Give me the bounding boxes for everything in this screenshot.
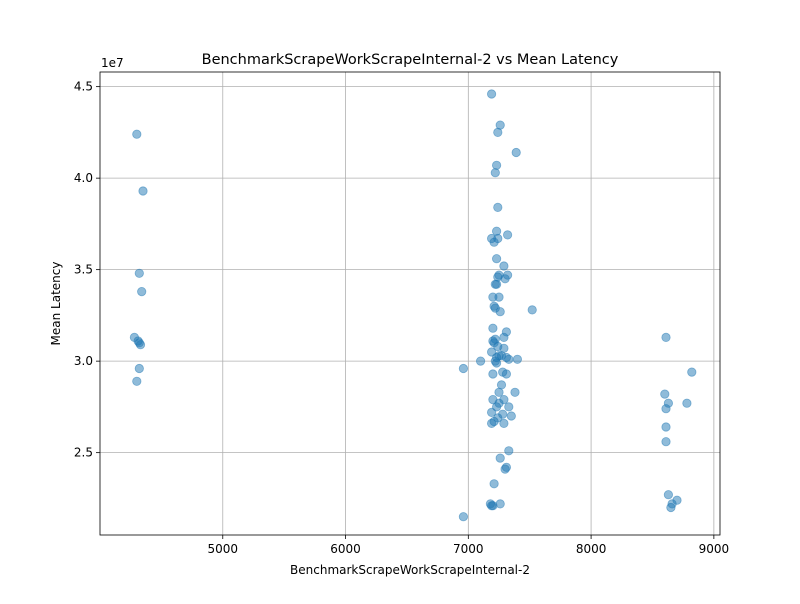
y-tick-label: 3.0	[74, 354, 93, 368]
x-axis-label: BenchmarkScrapeWorkScrapeInternal-2	[290, 563, 530, 577]
y-tick-label: 4.5	[74, 80, 93, 94]
data-point	[491, 160, 502, 170]
data-point	[504, 354, 514, 364]
data-point	[661, 332, 671, 342]
data-point	[504, 446, 514, 456]
data-point	[499, 261, 509, 271]
data-point	[134, 268, 144, 278]
data-point	[495, 307, 505, 317]
x-axis-ticks: 5000 6000 7000 8000 9000	[207, 535, 729, 556]
data-point	[488, 369, 498, 379]
data-point	[493, 202, 503, 212]
data-point	[486, 407, 497, 417]
data-point	[661, 437, 671, 447]
chart-title: BenchmarkScrapeWorkScrapeInternal-2 vs M…	[202, 52, 619, 68]
data-point	[663, 490, 674, 500]
data-point	[495, 453, 505, 463]
data-point	[500, 274, 510, 284]
data-point	[512, 354, 523, 364]
data-point	[660, 389, 670, 399]
x-tick-label: 7000	[453, 542, 484, 556]
data-point	[138, 186, 148, 196]
y-axis-ticks: 2.5 3.0 3.5 4.0 4.5	[74, 80, 100, 460]
y-tick-label: 4.0	[74, 171, 93, 185]
data-point	[135, 340, 146, 350]
data-point	[494, 387, 504, 397]
data-point	[475, 356, 486, 366]
data-point	[499, 418, 509, 428]
grid	[100, 72, 720, 535]
data-point	[490, 279, 500, 289]
data-point	[687, 367, 697, 377]
data-point	[499, 332, 509, 342]
y-tick-label: 2.5	[74, 446, 93, 460]
data-point	[486, 418, 497, 428]
y-axis-label: Mean Latency	[49, 262, 63, 346]
data-point	[493, 127, 503, 137]
data-point	[458, 363, 468, 374]
data-point	[486, 501, 497, 511]
data-point	[486, 89, 497, 99]
data-point	[510, 387, 520, 397]
data-point	[506, 411, 516, 421]
plot-frame	[99, 71, 721, 536]
y-axis-multiplier: 1e7	[101, 56, 124, 70]
data-point	[132, 376, 142, 386]
y-tick-label: 3.5	[74, 263, 93, 277]
data-point	[137, 286, 147, 297]
x-tick-label: 6000	[330, 542, 361, 556]
data-point	[502, 230, 513, 240]
data-point	[682, 398, 692, 408]
data-point	[500, 464, 510, 474]
x-tick-label: 9000	[699, 542, 730, 556]
data-points	[129, 89, 697, 522]
data-point	[511, 147, 521, 158]
data-point	[661, 404, 671, 414]
data-point	[489, 237, 499, 247]
data-point	[132, 129, 142, 139]
data-point	[490, 168, 500, 178]
x-tick-label: 8000	[576, 542, 607, 556]
data-point	[504, 402, 514, 412]
data-point	[495, 499, 505, 509]
data-point	[489, 479, 499, 489]
data-point	[491, 358, 502, 368]
data-point	[491, 254, 502, 264]
x-tick-label: 5000	[207, 542, 238, 556]
data-point	[661, 422, 671, 432]
data-point	[494, 292, 504, 302]
data-point	[488, 323, 498, 333]
data-point	[666, 502, 676, 513]
data-point	[458, 512, 468, 522]
data-point	[501, 369, 511, 379]
data-point	[134, 363, 144, 374]
data-point	[527, 305, 537, 315]
